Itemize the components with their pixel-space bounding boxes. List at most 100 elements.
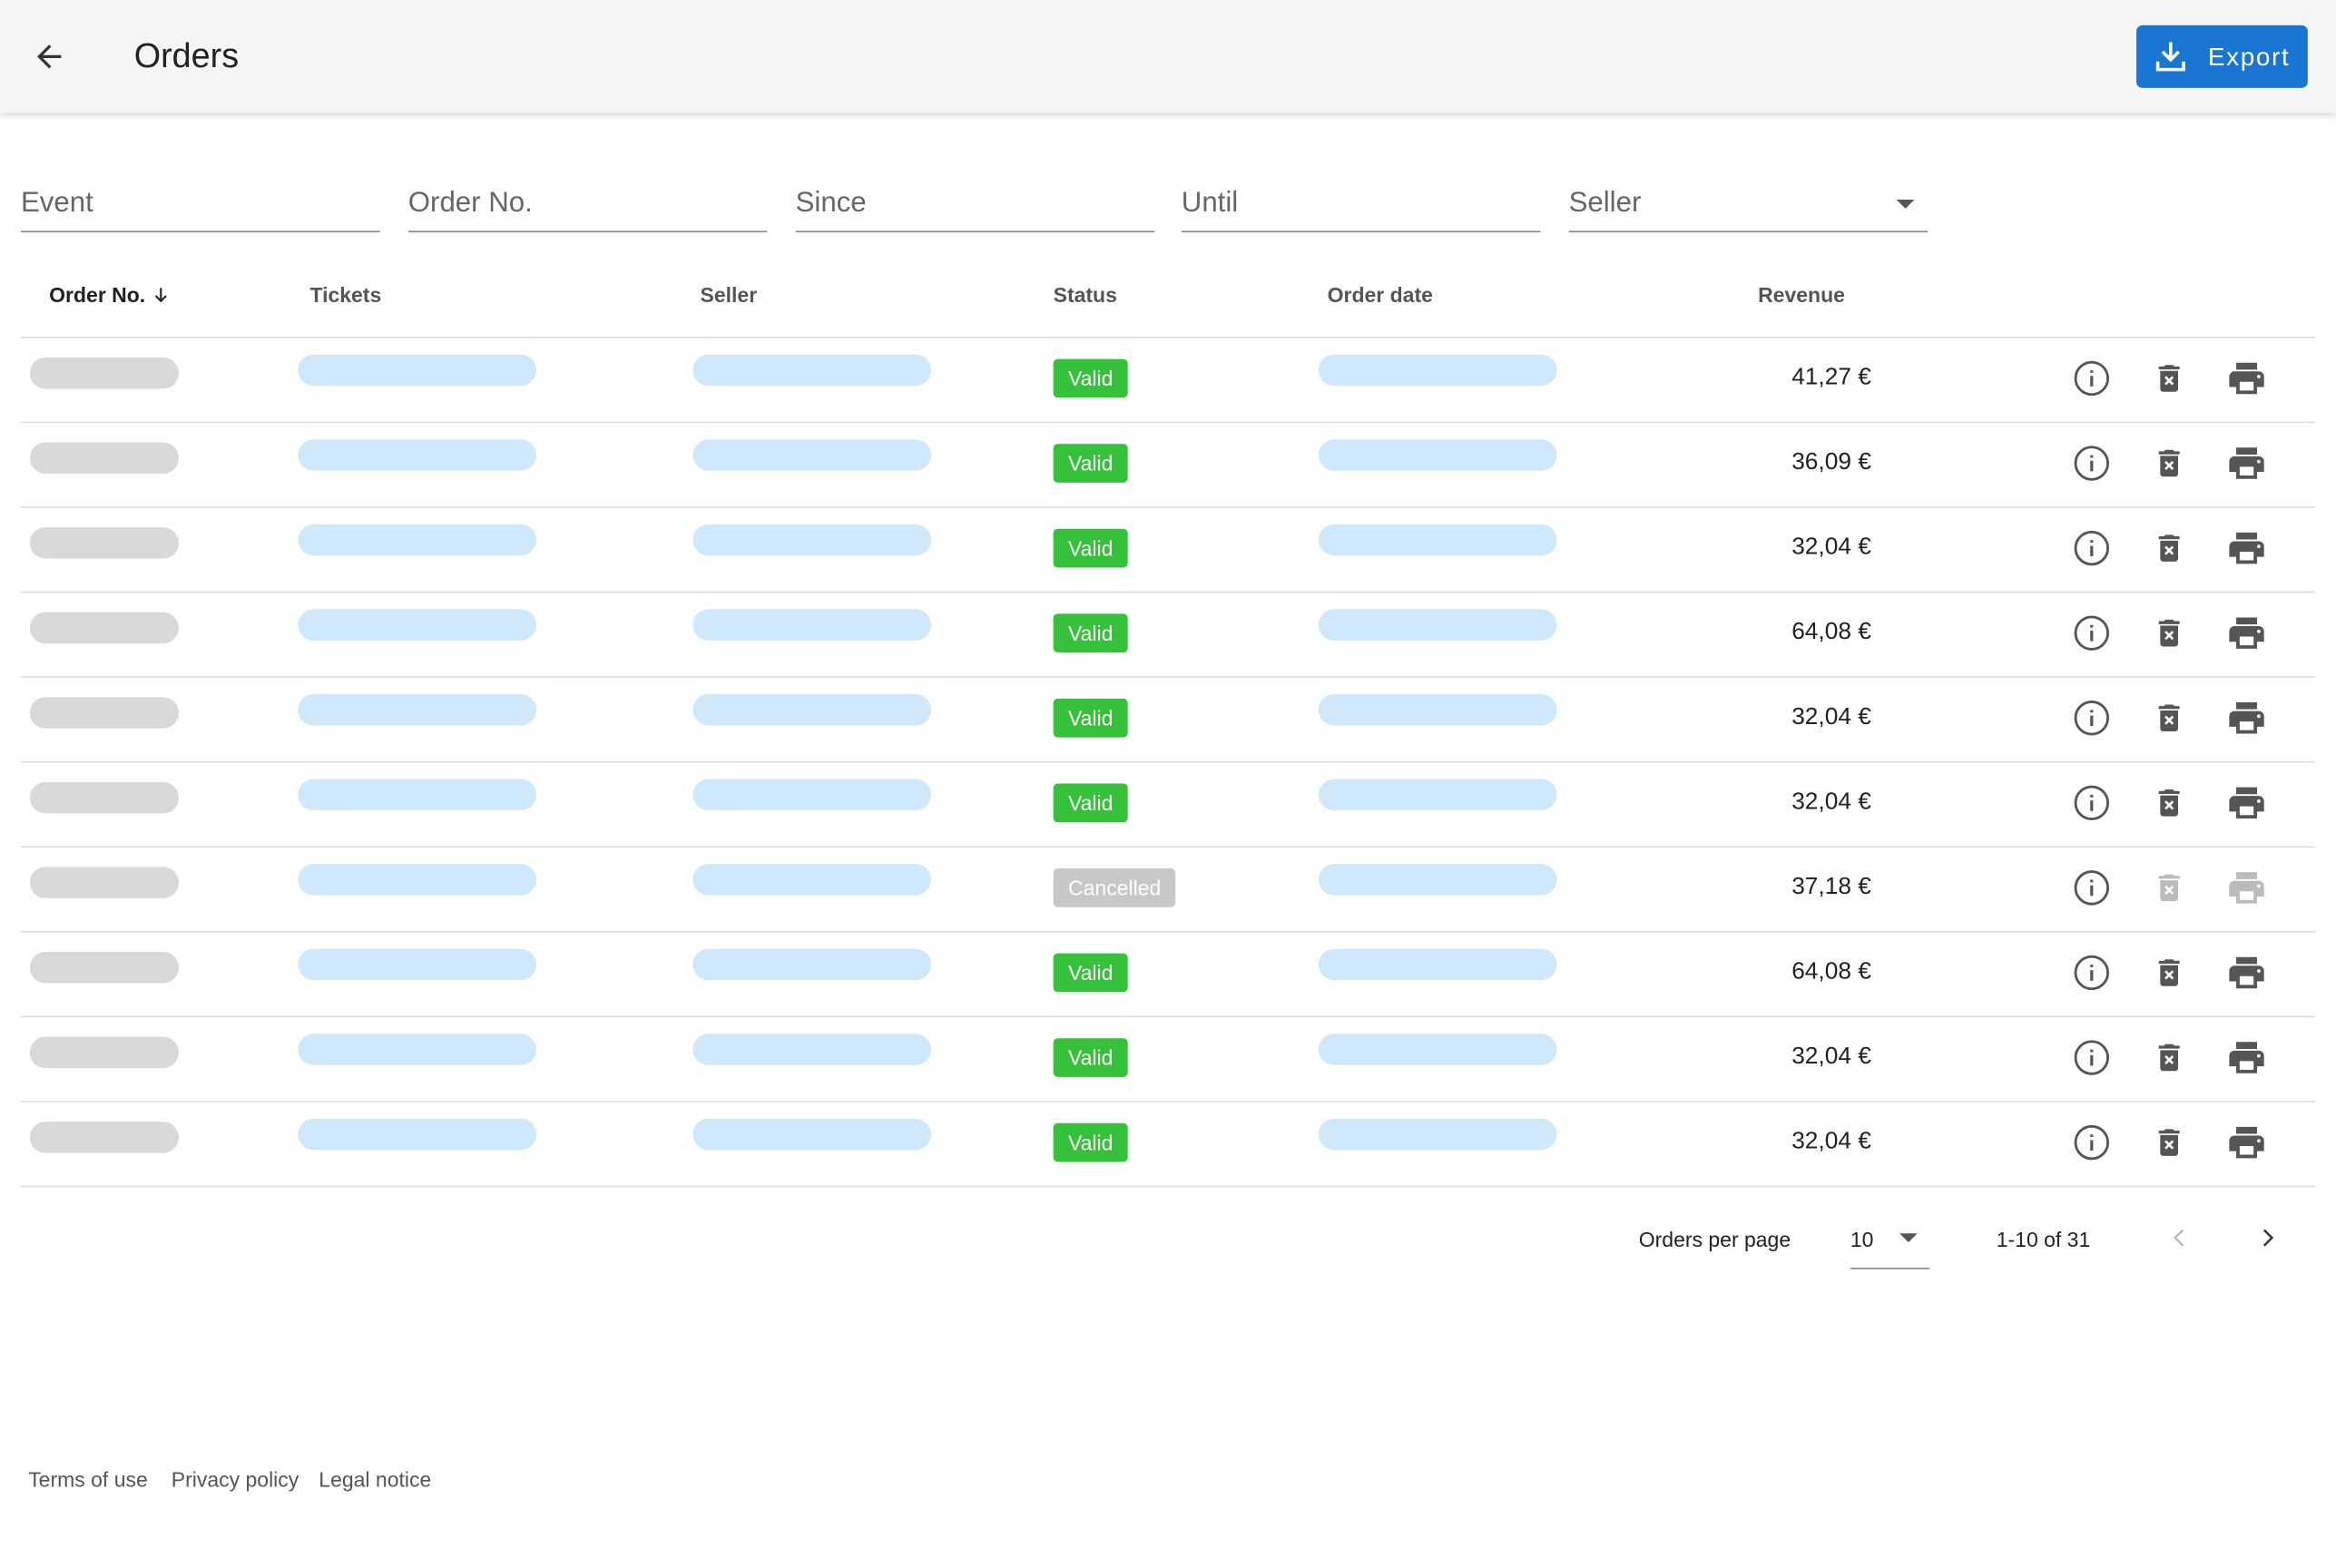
print-button[interactable] — [2226, 952, 2268, 1001]
export-button[interactable]: Export — [2136, 24, 2308, 88]
info-button[interactable] — [2072, 783, 2111, 829]
redacted — [298, 524, 536, 556]
status-badge: Cancelled — [1053, 868, 1176, 907]
redacted — [692, 693, 931, 726]
redacted — [692, 439, 931, 471]
per-page-select[interactable]: 10 — [1850, 1216, 1929, 1269]
footer-link[interactable]: Terms of use — [28, 1466, 148, 1492]
cancel-button[interactable] — [2151, 701, 2186, 744]
cancel-button[interactable] — [2151, 615, 2186, 659]
status-badge: Valid — [1053, 1122, 1128, 1162]
info-button[interactable] — [2072, 1123, 2111, 1170]
column-header[interactable]: Status — [1053, 282, 1117, 308]
row-line — [20, 676, 2316, 678]
row-line — [20, 506, 2316, 508]
back-button[interactable] — [30, 39, 69, 74]
row-line — [20, 1015, 2316, 1018]
redacted — [692, 609, 931, 641]
page-range: 1-10 of 31 — [1996, 1227, 2091, 1251]
redacted — [1318, 779, 1557, 811]
print-button[interactable] — [2226, 782, 2268, 831]
per-page-label: Orders per page — [1638, 1227, 1791, 1251]
row-line — [20, 1185, 2316, 1188]
redacted — [298, 354, 536, 387]
column-header[interactable]: Tickets — [309, 282, 382, 308]
filter-field[interactable]: Seller — [1568, 167, 1929, 233]
footer-link[interactable]: Legal notice — [319, 1466, 432, 1492]
filter-field[interactable]: Event — [20, 167, 380, 233]
redacted — [29, 781, 179, 814]
info-button[interactable] — [2072, 529, 2111, 575]
revenue: 36,09 € — [1791, 449, 1871, 475]
cancel-button[interactable] — [2151, 530, 2186, 573]
revenue: 32,04 € — [1791, 704, 1871, 730]
redacted — [1318, 864, 1557, 896]
per-page-value: 10 — [1850, 1227, 1874, 1251]
print-button[interactable] — [2226, 1122, 2268, 1171]
redacted — [692, 1118, 931, 1151]
redacted — [1318, 524, 1557, 556]
column-header[interactable]: Order date — [1327, 282, 1433, 308]
revenue: 64,08 € — [1791, 619, 1871, 645]
print-button[interactable] — [2226, 527, 2268, 576]
next-page[interactable] — [2254, 1224, 2282, 1251]
filter-field[interactable]: Until — [1181, 167, 1541, 233]
column-header[interactable]: Order No. — [49, 283, 171, 307]
footer-link[interactable]: Privacy policy — [171, 1466, 299, 1492]
status-badge: Valid — [1053, 1038, 1128, 1077]
cancel-button[interactable] — [2151, 785, 2186, 828]
redacted — [29, 357, 179, 389]
export-label: Export — [2207, 43, 2291, 72]
info-button[interactable] — [2072, 444, 2111, 490]
status-badge: Valid — [1053, 358, 1128, 398]
page-title: Orders — [133, 35, 240, 75]
info-button[interactable] — [2072, 1038, 2111, 1084]
status-badge: Valid — [1053, 613, 1128, 653]
redacted — [29, 612, 179, 644]
revenue: 41,27 € — [1791, 365, 1871, 391]
row-line — [20, 760, 2316, 763]
redacted — [1318, 948, 1557, 981]
redacted — [692, 1034, 931, 1065]
app-bar: Orders Export — [0, 0, 2336, 113]
print-button[interactable] — [2226, 697, 2268, 746]
cancel-button[interactable] — [2151, 1040, 2186, 1083]
cancel-button[interactable] — [2151, 446, 2186, 489]
info-button[interactable] — [2072, 699, 2111, 745]
filter-field[interactable]: Order No. — [407, 167, 768, 233]
print-button[interactable] — [2226, 1037, 2268, 1086]
print-button[interactable] — [2226, 612, 2268, 662]
revenue: 64,08 € — [1791, 959, 1871, 985]
info-button[interactable] — [2072, 868, 2111, 915]
column-header[interactable]: Seller — [700, 282, 758, 308]
status-badge: Valid — [1053, 698, 1128, 738]
redacted — [298, 1034, 536, 1065]
filter-field[interactable]: Since — [795, 167, 1155, 233]
redacted — [1318, 1034, 1557, 1065]
redacted — [692, 864, 931, 896]
info-button[interactable] — [2072, 954, 2111, 1000]
redacted — [1318, 609, 1557, 641]
prev-page[interactable] — [2166, 1224, 2194, 1251]
status-badge: Valid — [1053, 953, 1128, 993]
status-badge: Valid — [1053, 444, 1128, 483]
info-button[interactable] — [2072, 359, 2111, 406]
status-badge: Valid — [1053, 528, 1128, 568]
redacted — [1318, 693, 1557, 726]
column-header[interactable]: Revenue — [1758, 282, 1845, 308]
cancel-button[interactable] — [2151, 360, 2186, 404]
cancel-button[interactable] — [2151, 1124, 2186, 1168]
cancel-button[interactable] — [2151, 955, 2186, 998]
print-button[interactable] — [2226, 443, 2268, 492]
info-button[interactable] — [2072, 613, 2111, 660]
redacted — [692, 354, 931, 387]
row-line — [20, 337, 2316, 338]
print-button[interactable] — [2226, 358, 2268, 407]
redacted — [298, 779, 536, 811]
row-line — [20, 931, 2316, 933]
redacted — [692, 524, 931, 556]
redacted — [29, 867, 179, 898]
redacted — [29, 1122, 179, 1153]
redacted — [298, 948, 536, 981]
